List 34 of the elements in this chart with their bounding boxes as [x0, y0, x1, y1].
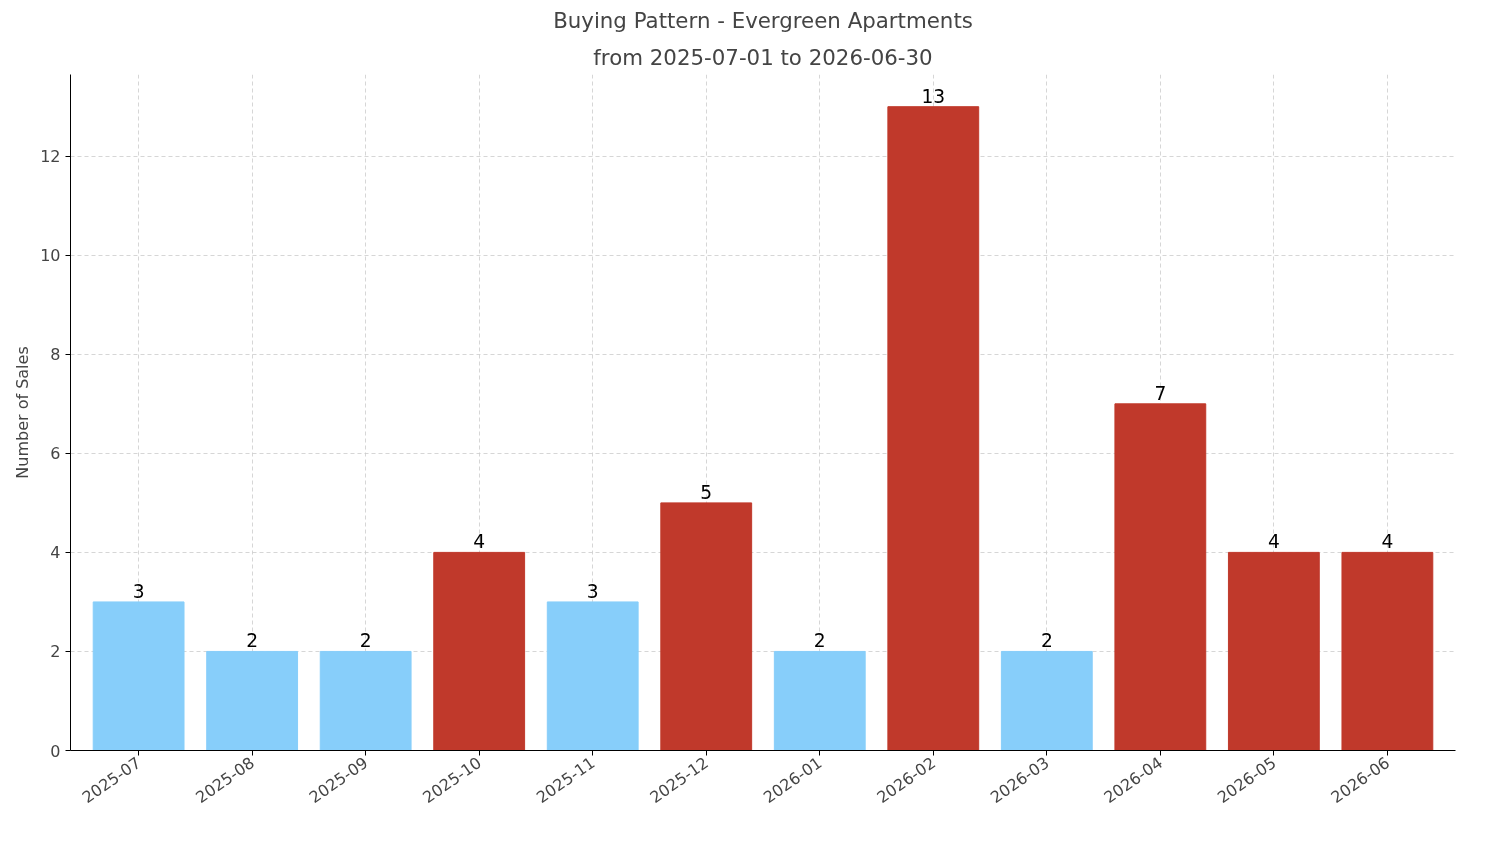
- bar: [319, 650, 412, 751]
- data-label: 5: [700, 481, 713, 503]
- y-tick-label: 12: [40, 147, 61, 167]
- bar: [1000, 650, 1093, 751]
- bar: [546, 601, 639, 751]
- y-tick-label: 6: [50, 444, 61, 464]
- data-label: 4: [473, 531, 486, 553]
- bar: [206, 650, 299, 751]
- bar: [660, 502, 753, 751]
- bar: [1341, 551, 1434, 751]
- data-label: 2: [1040, 630, 1053, 652]
- chart-title: Buying Pattern - Evergreen Apartments: [553, 7, 973, 33]
- bar: [92, 601, 185, 751]
- bar: [1227, 551, 1320, 751]
- data-label: 13: [921, 85, 946, 107]
- bar: [433, 551, 526, 751]
- chart-subtitle: from 2025-07-01 to 2026-06-30: [593, 44, 933, 70]
- data-label: 2: [359, 630, 372, 652]
- y-tick-label: 10: [40, 246, 61, 266]
- y-axis-title: Number of Sales: [13, 346, 33, 479]
- data-label: 3: [586, 580, 599, 602]
- bar: [773, 650, 866, 751]
- y-tick-label: 0: [50, 741, 61, 761]
- y-tick-label: 2: [50, 642, 61, 662]
- y-tick-label: 8: [50, 345, 61, 365]
- y-tick-label: 4: [50, 543, 61, 563]
- data-label: 7: [1154, 382, 1167, 404]
- data-label: 4: [1381, 531, 1394, 553]
- bar: [1114, 403, 1207, 751]
- data-label: 2: [813, 630, 826, 652]
- data-label: 4: [1267, 531, 1280, 553]
- data-label: 2: [246, 630, 259, 652]
- bar: [887, 106, 980, 751]
- data-label: 3: [132, 580, 145, 602]
